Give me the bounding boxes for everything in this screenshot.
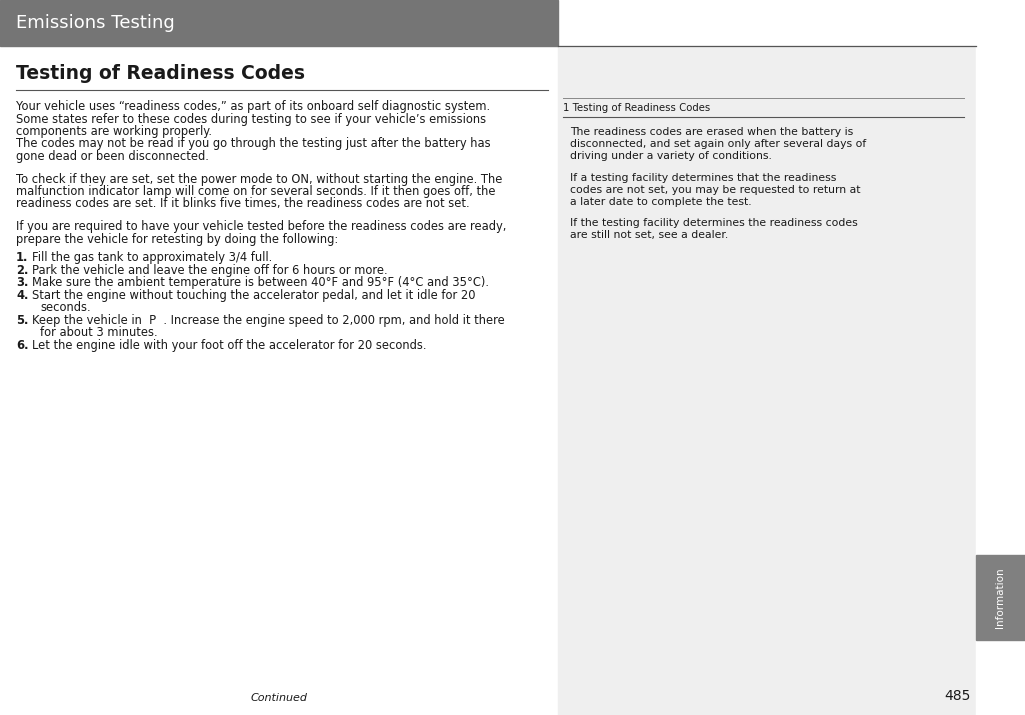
Text: are still not set, see a dealer.: are still not set, see a dealer. [570, 230, 728, 240]
Text: 6.: 6. [16, 339, 29, 352]
Text: codes are not set, you may be requested to return at: codes are not set, you may be requested … [570, 184, 861, 194]
Text: Testing of Readiness Codes: Testing of Readiness Codes [16, 64, 305, 83]
Text: driving under a variety of conditions.: driving under a variety of conditions. [570, 151, 772, 161]
Bar [976, 555, 1025, 640]
Text: Start the engine without touching the accelerator pedal, and let it idle for 20: Start the engine without touching the ac… [32, 289, 476, 302]
Text: The codes may not be read if you go through the testing just after the battery h: The codes may not be read if you go thro… [16, 137, 491, 150]
Text: If you are required to have your vehicle tested before the readiness codes are r: If you are required to have your vehicle… [16, 220, 506, 233]
Text: 485: 485 [945, 689, 971, 703]
Text: To check if they are set, set the power mode to ON, without starting the engine.: To check if they are set, set the power … [16, 172, 502, 185]
Text: Make sure the ambient temperature is between 40°F and 95°F (4°C and 35°C).: Make sure the ambient temperature is bet… [32, 276, 489, 290]
Text: Park the vehicle and leave the engine off for 6 hours or more.: Park the vehicle and leave the engine of… [32, 264, 387, 277]
Text: 4.: 4. [16, 289, 29, 302]
Bar [558, 46, 976, 715]
Text: Fill the gas tank to approximately 3/4 full.: Fill the gas tank to approximately 3/4 f… [32, 251, 273, 265]
Text: If the testing facility determines the readiness codes: If the testing facility determines the r… [570, 218, 858, 228]
Text: disconnected, and set again only after several days of: disconnected, and set again only after s… [570, 139, 866, 149]
Text: Keep the vehicle in  P  . Increase the engine speed to 2,000 rpm, and hold it th: Keep the vehicle in P . Increase the eng… [32, 314, 504, 327]
Text: components are working properly.: components are working properly. [16, 125, 212, 138]
Text: 3.: 3. [16, 276, 29, 290]
Text: The readiness codes are erased when the battery is: The readiness codes are erased when the … [570, 127, 853, 137]
Text: Some states refer to these codes during testing to see if your vehicle’s emissio: Some states refer to these codes during … [16, 112, 486, 126]
Text: If a testing facility determines that the readiness: If a testing facility determines that th… [570, 172, 836, 182]
Text: a later date to complete the test.: a later date to complete the test. [570, 197, 751, 207]
Text: 5.: 5. [16, 314, 29, 327]
Text: Let the engine idle with your foot off the accelerator for 20 seconds.: Let the engine idle with your foot off t… [32, 339, 426, 352]
Text: 2.: 2. [16, 264, 29, 277]
Text: Information: Information [995, 567, 1006, 628]
Text: malfunction indicator lamp will come on for several seconds. If it then goes off: malfunction indicator lamp will come on … [16, 185, 495, 198]
Text: for about 3 minutes.: for about 3 minutes. [40, 326, 158, 339]
Bar [976, 0, 1025, 715]
Text: Continued: Continued [250, 693, 308, 703]
Text: gone dead or been disconnected.: gone dead or been disconnected. [16, 150, 209, 163]
Text: 1 Testing of Readiness Codes: 1 Testing of Readiness Codes [563, 103, 710, 113]
Text: 1.: 1. [16, 251, 29, 265]
Text: readiness codes are set. If it blinks five times, the readiness codes are not se: readiness codes are set. If it blinks fi… [16, 197, 469, 210]
Text: Emissions Testing: Emissions Testing [16, 14, 174, 32]
Text: seconds.: seconds. [40, 301, 90, 315]
Bar [0, 0, 558, 46]
Text: prepare the vehicle for retesting by doing the following:: prepare the vehicle for retesting by doi… [16, 232, 338, 245]
Text: Your vehicle uses “readiness codes,” as part of its onboard self diagnostic syst: Your vehicle uses “readiness codes,” as … [16, 100, 490, 113]
